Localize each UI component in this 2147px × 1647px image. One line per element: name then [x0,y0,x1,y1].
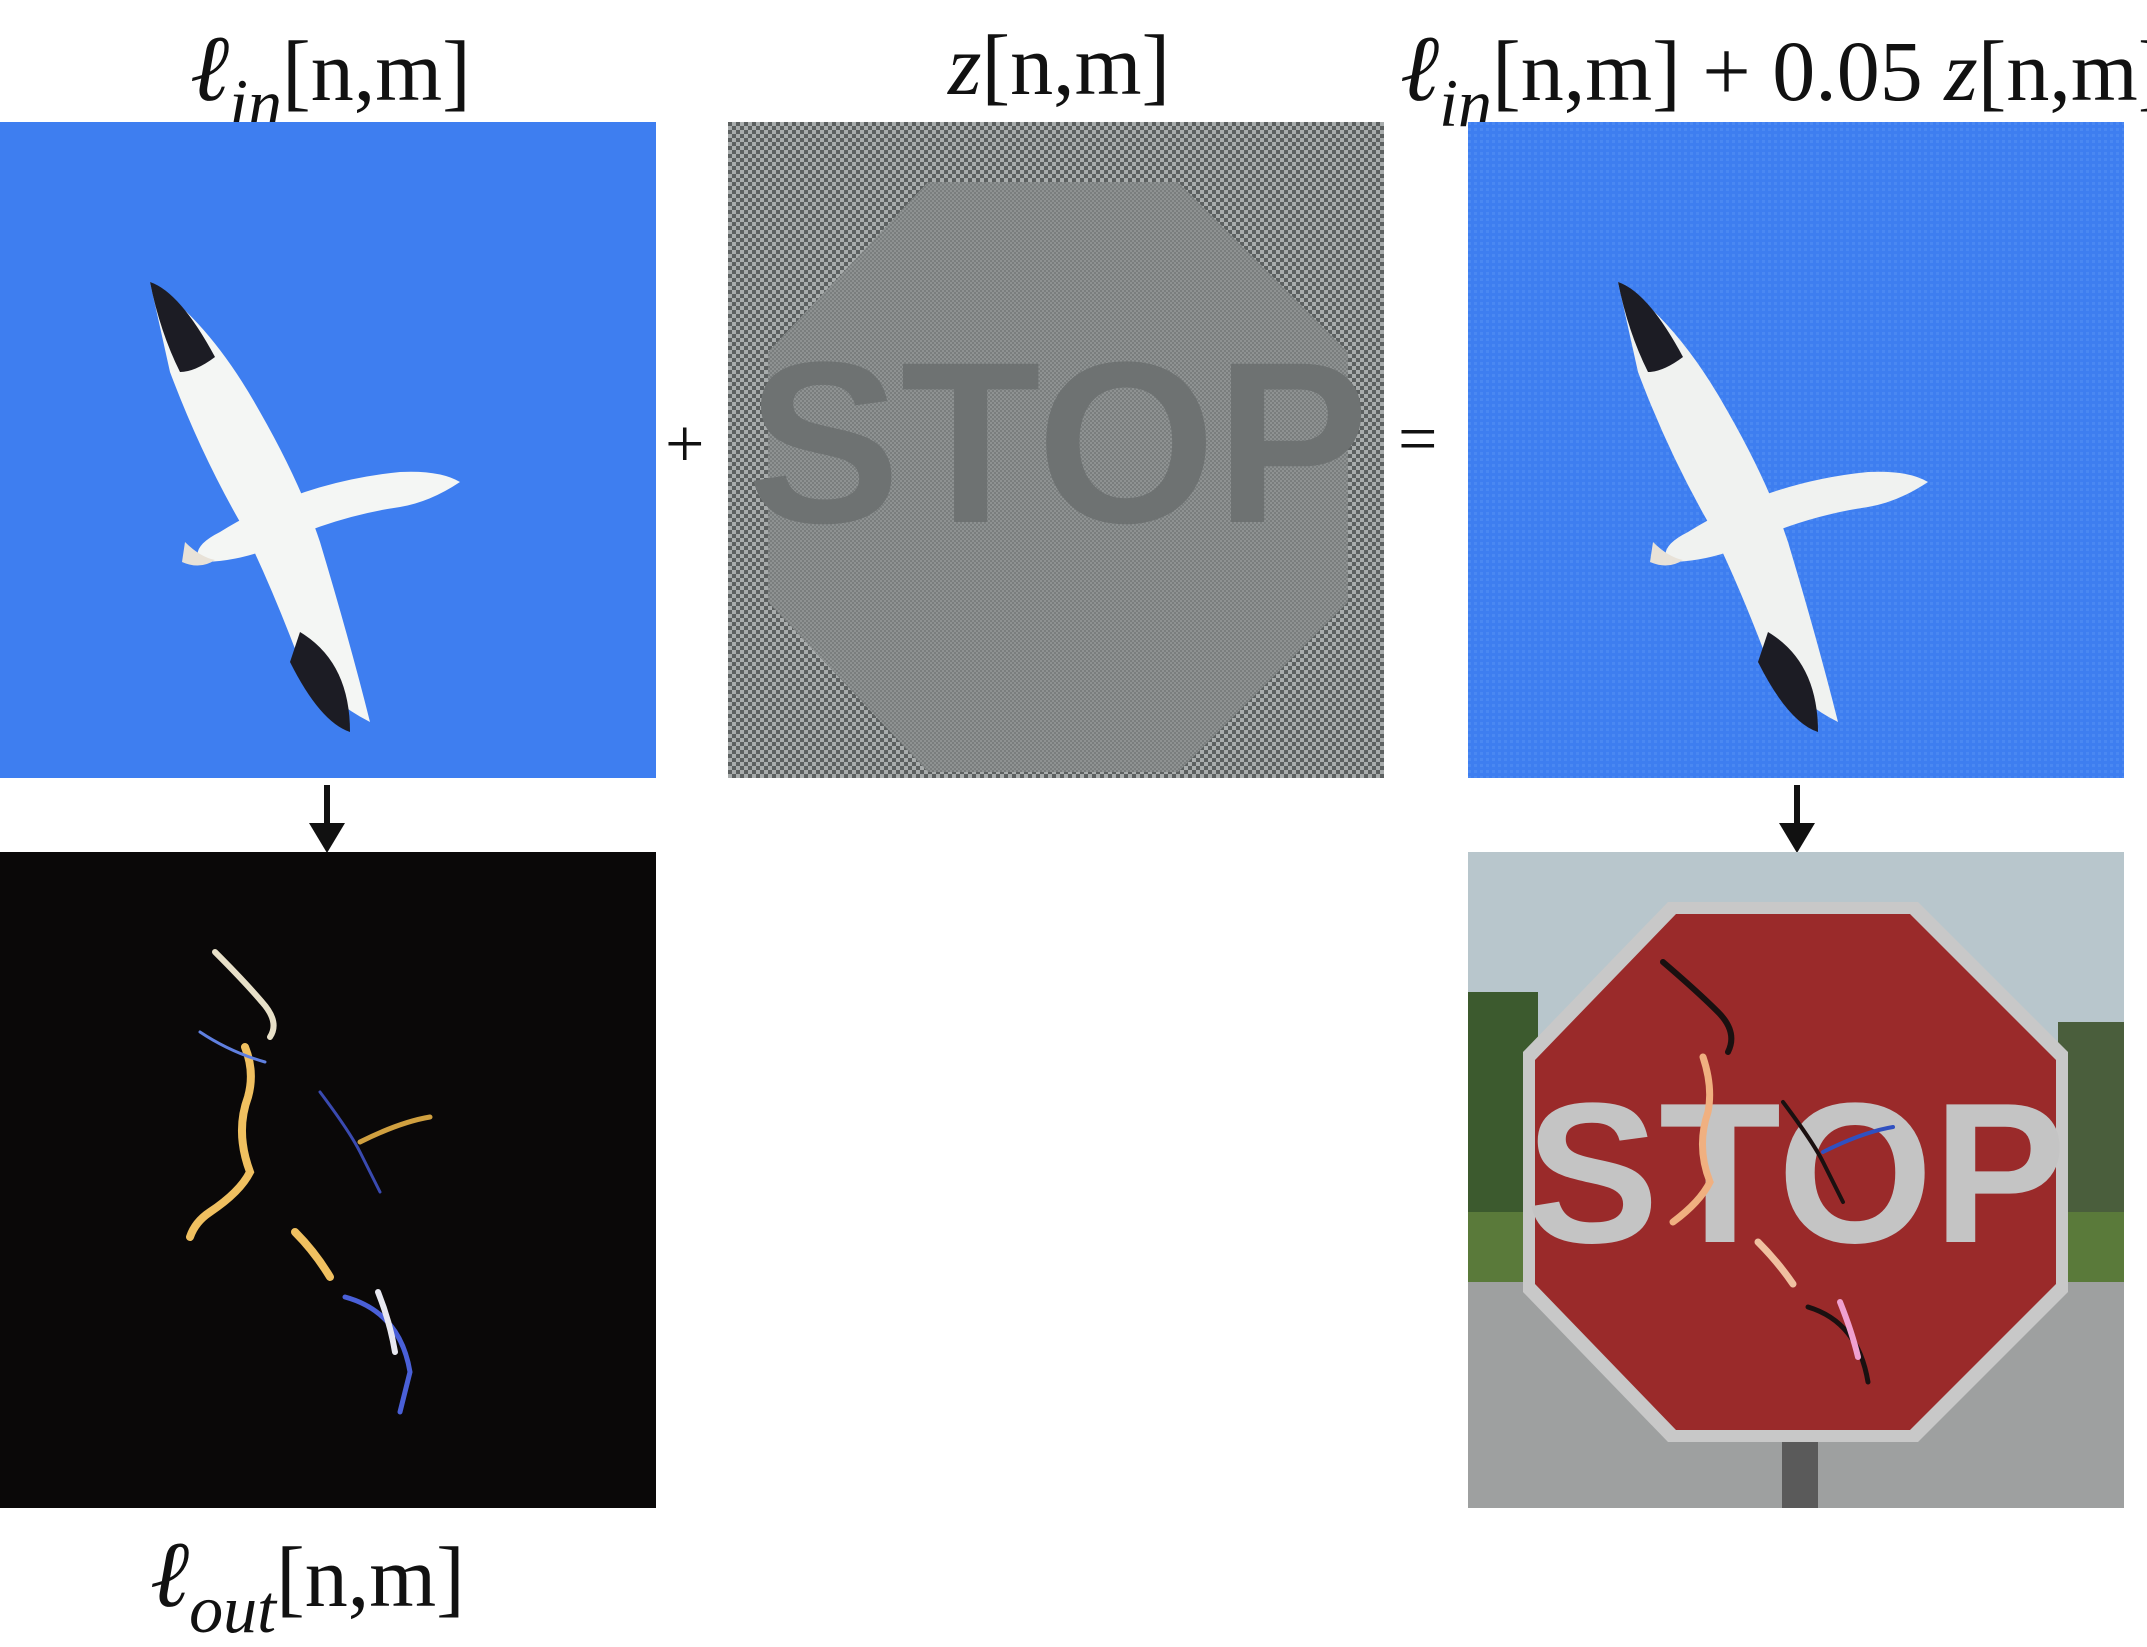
equals-operator: = [1398,401,1438,478]
bird-shape [150,282,460,732]
input-bird-image [0,122,656,778]
perturbed-bird-image [1468,122,2124,778]
noise-sign-text: STOP [747,314,1369,571]
output-sign-text: STOP [1526,1062,2067,1285]
down-arrow-left [309,785,345,853]
noise-image: STOP [728,122,1384,778]
noise-image-label: z[n,m] [948,17,1171,113]
output-image-label: ℓout[n,m] [150,1523,465,1647]
down-arrow-right [1779,785,1815,853]
output-bird-map-image [0,852,656,1508]
output-stop-sign-image: STOP [1468,852,2124,1508]
plus-operator: + [665,406,705,483]
sum-image-label: ℓin[n,m] + 0.05 z[n,m] [1400,17,2147,141]
input-image-label: ℓin[n,m] [190,17,471,141]
